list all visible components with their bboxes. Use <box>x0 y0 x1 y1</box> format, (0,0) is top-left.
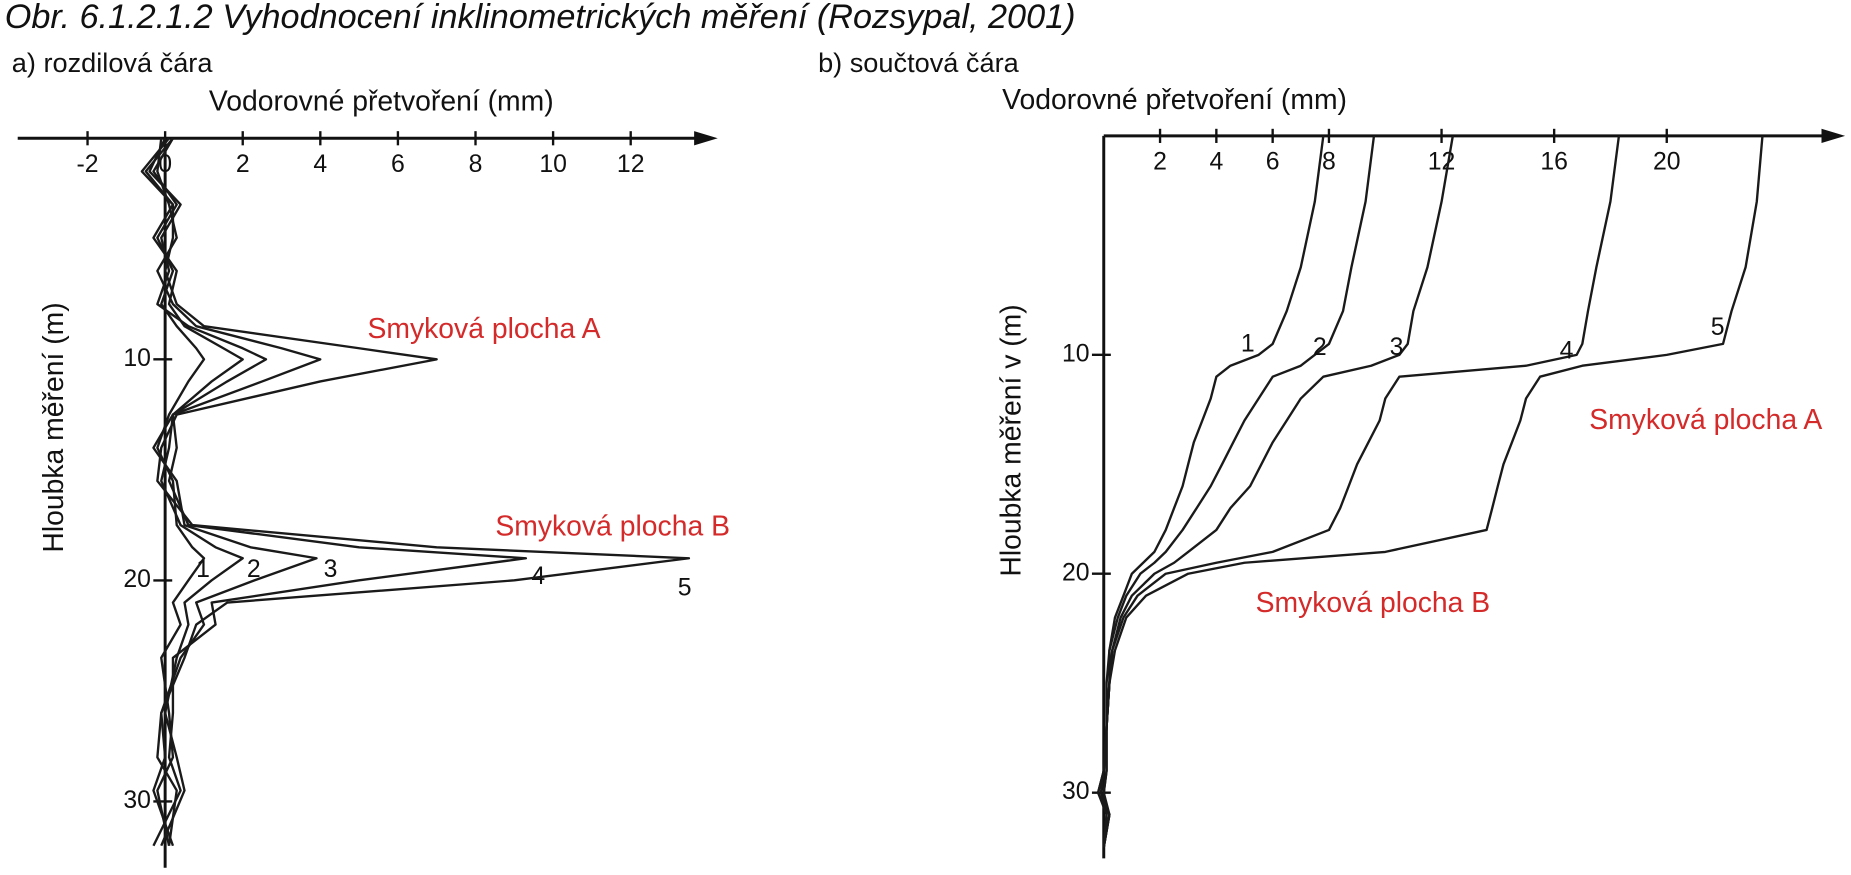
y-tick-label: 10 <box>123 345 151 372</box>
x-tick-label: 8 <box>469 151 483 178</box>
series-line <box>140 137 244 847</box>
x-tick-label: 16 <box>1540 149 1568 176</box>
x-tick-label: 12 <box>1428 149 1456 176</box>
x-axis-label: Vodorovné přetvoření (mm) <box>209 85 554 117</box>
x-tick-label: -2 <box>77 151 99 178</box>
x-tick-label: 2 <box>236 151 250 178</box>
x-tick-label: 8 <box>1322 149 1336 176</box>
annotation: Smyková plocha B <box>1256 587 1491 619</box>
y-axis-label: Hloubka měření (m) <box>38 302 70 552</box>
x-tick-label: 4 <box>1209 149 1223 176</box>
x-tick-label: 12 <box>617 151 645 178</box>
x-tick-label: 6 <box>391 151 405 178</box>
x-axis-arrow <box>1821 128 1846 143</box>
curve-label: 5 <box>678 575 692 602</box>
series-line <box>1099 135 1764 848</box>
curve-label: 5 <box>1711 314 1725 341</box>
x-tick-label: 2 <box>1153 149 1167 176</box>
y-axis-label: Hloubka měření v (m) <box>995 304 1027 576</box>
y-tick-label: 20 <box>1062 559 1090 586</box>
annotation: Smyková plocha A <box>1589 404 1822 436</box>
curve-label: 1 <box>196 556 210 583</box>
y-tick-label: 10 <box>1062 340 1090 367</box>
curve-label: 4 <box>1560 337 1574 364</box>
y-tick-label: 20 <box>123 566 151 593</box>
x-tick-label: 20 <box>1653 149 1681 176</box>
curve-label: 3 <box>324 556 338 583</box>
x-axis-label: Vodorovné přetvoření (mm) <box>1002 84 1347 116</box>
series-line <box>152 138 528 847</box>
series-line <box>144 137 691 847</box>
x-axis-arrow <box>694 131 718 146</box>
series-line <box>1102 135 1376 848</box>
y-tick-label: 30 <box>123 787 151 814</box>
subtitle: a) rozdilová čára <box>12 47 214 78</box>
x-tick-label: 10 <box>539 151 567 178</box>
annotation: Smyková plocha A <box>367 313 600 345</box>
annotation: Smyková plocha B <box>495 510 730 542</box>
curve-label: 2 <box>1313 334 1327 361</box>
figure-title: Obr. 6.1.2.1.2 Vyhodnocení inklinometric… <box>5 0 1076 36</box>
series-line <box>148 137 318 846</box>
subtitle: b) součtová čára <box>818 47 1020 78</box>
curve-label: 2 <box>247 556 261 583</box>
y-tick-label: 30 <box>1062 778 1090 805</box>
curve-label: 3 <box>1390 334 1404 361</box>
series-line <box>1096 135 1325 848</box>
series-line <box>1096 135 1454 848</box>
x-tick-label: 6 <box>1266 149 1280 176</box>
curve-label: 1 <box>1241 330 1255 357</box>
x-tick-label: 4 <box>313 151 327 178</box>
